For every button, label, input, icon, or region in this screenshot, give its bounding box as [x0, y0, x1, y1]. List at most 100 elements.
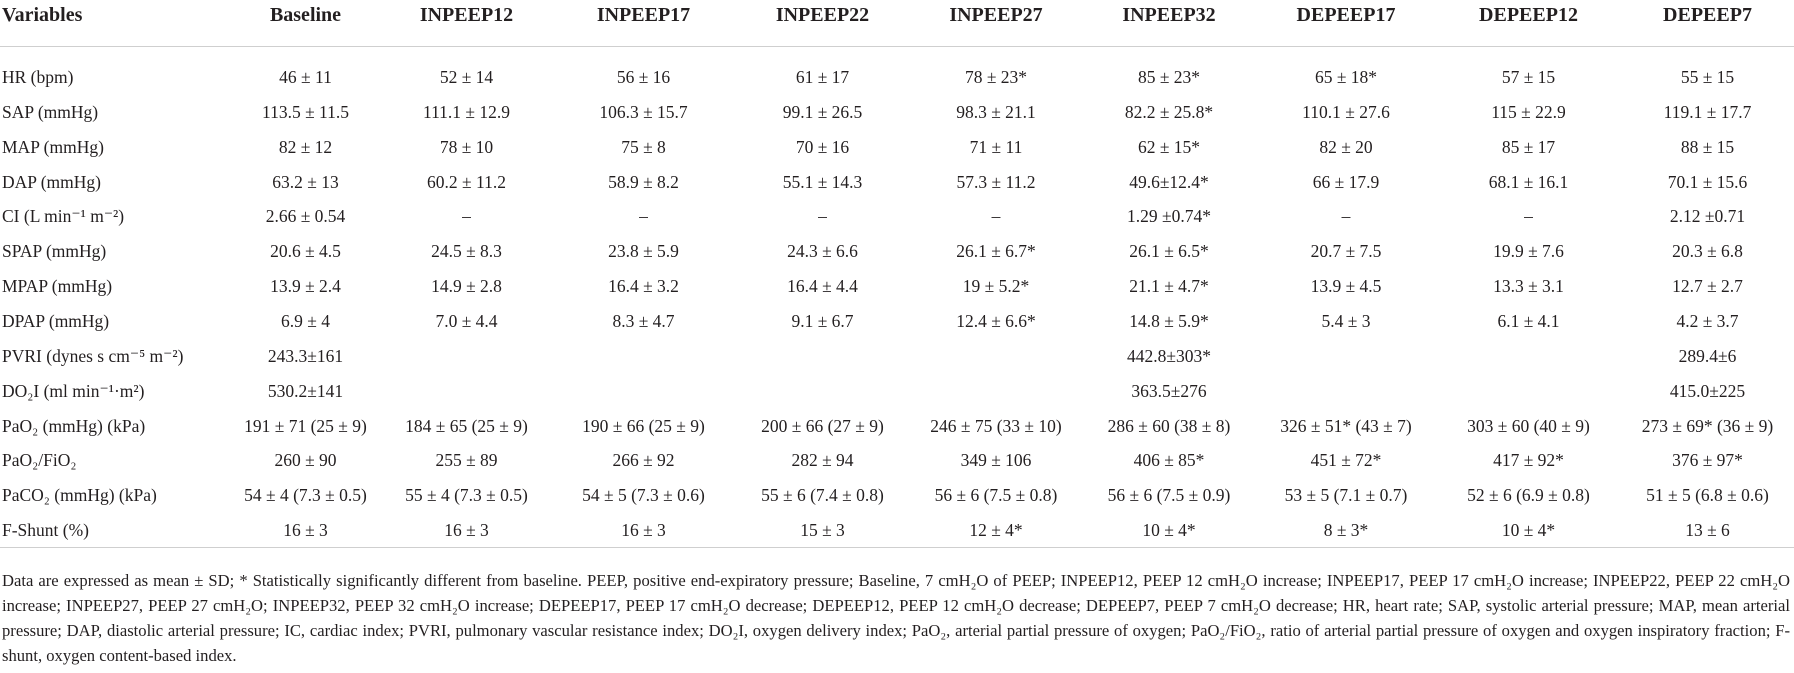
table-cell: 9.1 ± 6.7	[791, 310, 854, 331]
table-cell: –	[639, 206, 648, 227]
column-header: INPEEP17	[596, 4, 691, 26]
table-cell: 20.7 ± 7.5	[1310, 241, 1382, 262]
table-cell: 55 ± 6 (7.4 ± 0.8)	[761, 485, 884, 506]
bottom-rule	[0, 547, 1794, 548]
table-cell: 106.3 ± 15.7	[599, 101, 688, 122]
table-cell: 55 ± 4 (7.3 ± 0.5)	[405, 485, 528, 506]
row-label: HR (bpm)	[2, 67, 74, 87]
table-cell: 442.8±303*	[1127, 345, 1211, 366]
table-cell: 6.9 ± 4	[281, 310, 330, 331]
table-cell: 303 ± 60 (40 ± 9)	[1467, 415, 1590, 436]
table-cell: 19 ± 5.2*	[962, 276, 1030, 297]
column-header: Variables	[2, 4, 83, 26]
table-cell: 326 ± 51* (43 ± 7)	[1280, 415, 1412, 436]
table-cell: 282 ± 94	[791, 450, 854, 471]
table-cell: 363.5±276	[1131, 380, 1207, 401]
table-cell: 7.0 ± 4.4	[435, 310, 498, 331]
column-header: DEPEEP12	[1479, 4, 1578, 26]
table-cell: 5.4 ± 3	[1321, 310, 1371, 331]
row-label: MAP (mmHg)	[2, 136, 104, 157]
table-cell: 62 ± 15*	[1137, 136, 1201, 157]
row-label: PaCO₂ (mmHg) (kPa)	[2, 485, 157, 506]
table-cell: 115 ± 22.9	[1491, 101, 1566, 122]
table-cell: 68.1 ± 16.1	[1488, 171, 1569, 192]
table-cell: 191 ± 71 (25 ± 9)	[244, 415, 367, 436]
table-cell: 14.8 ± 5.9*	[1129, 310, 1209, 331]
table-cell: 14.9 ± 2.8	[431, 276, 502, 297]
row-label: F-Shunt (%)	[2, 520, 90, 541]
table-cell: 273 ± 69* (36 ± 9)	[1641, 415, 1774, 436]
table-cell: 16 ± 3	[444, 520, 489, 541]
table-cell: 82 ± 20	[1319, 136, 1373, 157]
row-label: DAP (mmHg)	[2, 171, 102, 192]
table-cell: 26.1 ± 6.7*	[956, 241, 1036, 262]
table-cell: 12.7 ± 2.7	[1672, 276, 1743, 297]
table-cell: 82 ± 12	[278, 136, 333, 157]
row-label: SPAP (mmHg)	[2, 241, 107, 262]
table-cell: 56 ± 6 (7.5 ± 0.9)	[1107, 485, 1231, 506]
row-label: DPAP (mmHg)	[2, 310, 110, 331]
row-label: PVRI (dynes s cm⁻⁵ m⁻²)	[2, 345, 184, 366]
row-label: SAP (mmHg)	[2, 101, 99, 122]
table-cell: 13 ± 6	[1685, 520, 1730, 541]
table-cell: 78 ± 10	[439, 136, 494, 157]
column-header: DEPEEP17	[1296, 4, 1396, 26]
table-cell: 111.1 ± 12.9	[422, 101, 511, 122]
table-cell: 4.2 ± 3.7	[1676, 310, 1739, 331]
table-cell: 12.4 ± 6.6*	[956, 310, 1036, 331]
table-cell: 19.9 ± 7.6	[1493, 241, 1564, 262]
column-header: DEPEEP7	[1663, 4, 1752, 26]
table-cell: 55.1 ± 14.3	[782, 171, 863, 192]
table-cell: 12 ± 4*	[969, 520, 1023, 541]
table-cell: 243.3±161	[267, 345, 344, 366]
table-cell: 78 ± 23*	[964, 67, 1028, 87]
table-cell: 58.9 ± 8.2	[608, 171, 679, 192]
table-cell: 286 ± 60 (38 ± 8)	[1107, 415, 1231, 436]
table-cell: 10 ± 4*	[1501, 520, 1556, 541]
table-cell: 451 ± 72*	[1310, 450, 1382, 471]
table-cell: 98.3 ± 21.1	[956, 101, 1036, 122]
table-cell: 88 ± 15	[1680, 136, 1735, 157]
table-cell: 63.2 ± 13	[272, 171, 339, 192]
table-cell: –	[462, 206, 471, 227]
column-header: INPEEP27	[949, 4, 1043, 26]
table-cell: 13.3 ± 3.1	[1493, 276, 1564, 297]
table-cell: 24.3 ± 6.6	[787, 241, 858, 262]
table-cell: 2.12 ±0.71	[1669, 206, 1746, 227]
table-cell: 200 ± 66 (27 ± 9)	[761, 415, 884, 436]
table-cell: 113.5 ± 11.5	[261, 101, 350, 122]
table-cell: 23.8 ± 5.9	[608, 241, 679, 262]
table-cell: 85 ± 17	[1501, 136, 1556, 157]
table-cell: 52 ± 6 (6.9 ± 0.8)	[1467, 485, 1590, 506]
table-cell: 255 ± 89	[435, 450, 498, 471]
table-cell: 61 ± 17	[795, 67, 850, 87]
row-label: PaO₂ (mmHg) (kPa)	[2, 415, 146, 436]
table-cell: 417 ± 92*	[1493, 450, 1564, 471]
table-cell: 26.1 ± 6.5*	[1129, 241, 1209, 262]
table-cell: 57 ± 15	[1501, 67, 1556, 87]
table-cell: 13.9 ± 2.4	[270, 276, 341, 297]
table-cell: 184 ± 65 (25 ± 9)	[405, 415, 528, 436]
table-cell: 190 ± 66 (25 ± 9)	[582, 415, 705, 436]
table-cell: 13.9 ± 4.5	[1310, 276, 1382, 297]
table-cell: 20.3 ± 6.8	[1672, 241, 1743, 262]
table-cell: 530.2±141	[267, 380, 344, 401]
table-cell: 16 ± 3	[283, 520, 328, 541]
table-cell: 16.4 ± 4.4	[787, 276, 858, 297]
table-cell: 8 ± 3*	[1323, 520, 1369, 541]
table-cell: 54 ± 5 (7.3 ± 0.6)	[582, 485, 705, 506]
row-label: CI (L min⁻¹ m⁻²)	[2, 206, 125, 227]
table-cell: 266 ± 92	[612, 450, 675, 471]
column-header: INPEEP32	[1122, 4, 1216, 26]
table-cell: 289.4±6	[1678, 345, 1737, 366]
column-header: Baseline	[269, 4, 342, 26]
table-cell: –	[991, 206, 1001, 227]
table-cell: 57.3 ± 11.2	[956, 171, 1036, 192]
table-cell: 71 ± 11	[969, 136, 1023, 157]
table-cell: 85 ± 23*	[1137, 67, 1201, 87]
table-cell: 75 ± 8	[621, 136, 666, 157]
table-cell: 65 ± 18*	[1314, 67, 1378, 87]
table-cell: 376 ± 97*	[1672, 450, 1743, 471]
table-cell: –	[1341, 206, 1351, 227]
